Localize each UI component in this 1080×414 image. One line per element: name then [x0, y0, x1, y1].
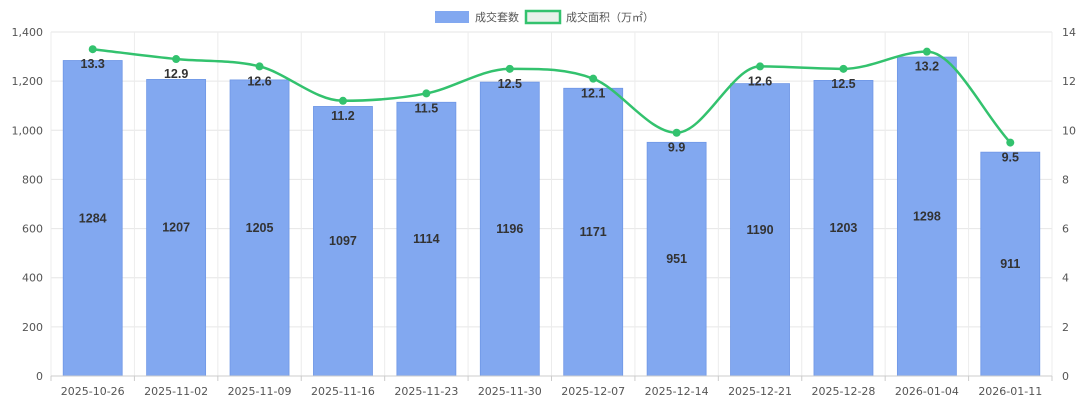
x-tick-label: 2026-01-04: [895, 385, 959, 398]
line-point: [922, 47, 931, 56]
bar: [313, 106, 373, 377]
line-point: [88, 45, 97, 54]
y-left-tick-label: 400: [22, 272, 43, 285]
bar-value-label: 1284: [79, 211, 107, 225]
line-point: [1006, 138, 1015, 147]
y-right-tick-label: 12: [1062, 75, 1076, 88]
y-left-tick-label: 1,400: [12, 26, 44, 39]
x-tick-label: 2025-11-16: [311, 385, 375, 398]
line-point: [255, 62, 264, 71]
x-tick-label: 2025-12-21: [728, 385, 792, 398]
bar-value-label: 1190: [746, 223, 773, 237]
data-labels: 1284 1207 1205 1097 1114 1196 1171 951 1190 1203 1…: [79, 57, 1021, 271]
axes: 0 200 400 600 800 1,000 1,200 1,400 0 2 4 6 8 10 12 14 2…: [12, 26, 1077, 398]
line-value-label: 12.6: [748, 74, 772, 88]
line-value-label: 13.2: [915, 60, 939, 74]
x-tick-label: 2025-12-28: [811, 385, 875, 398]
x-tick-label: 2025-11-09: [228, 385, 292, 398]
bar-value-label: 1298: [913, 210, 941, 224]
line-point: [172, 55, 181, 64]
line-value-label: 12.6: [247, 74, 271, 88]
y-left-tick-label: 800: [22, 173, 43, 186]
bar: [730, 83, 790, 377]
grid-lines: [50, 31, 1053, 377]
line-point: [338, 96, 347, 105]
x-tick-label: 2025-12-14: [645, 385, 709, 398]
line-value-label: 11.2: [331, 109, 355, 123]
bar: [396, 101, 457, 377]
bar-value-label: 1114: [413, 232, 439, 246]
bar-value-label: 911: [1000, 257, 1020, 271]
x-tick-label: 2026-01-11: [978, 385, 1042, 398]
bar-value-label: 1196: [496, 222, 523, 236]
legend-bar-label: 成交套数: [475, 10, 519, 24]
bar-series: [62, 56, 1041, 377]
line-value-label: 12.1: [581, 87, 605, 101]
line-value-label: 13.3: [81, 57, 105, 71]
legend-line-label: 成交面积（万㎡）: [566, 10, 654, 24]
legend: 成交套数 成交面积（万㎡）: [435, 9, 654, 25]
y-left-tick-label: 600: [22, 223, 43, 236]
line-value-label: 11.5: [415, 101, 439, 115]
line-point: [422, 89, 431, 98]
bar-value-label: 1203: [830, 221, 858, 235]
y-right-tick-label: 4: [1062, 272, 1069, 285]
line-series: [88, 45, 1015, 147]
y-right-tick-label: 6: [1062, 223, 1069, 236]
legend-bar-swatch: [435, 11, 469, 23]
bar-value-label: 1097: [329, 234, 357, 248]
bar: [813, 80, 874, 377]
bar: [62, 60, 123, 377]
bar: [563, 87, 624, 377]
x-tick-label: 2025-10-26: [61, 385, 125, 398]
y-right-tick-label: 8: [1062, 173, 1069, 186]
bar: [146, 79, 207, 377]
line-point: [839, 64, 848, 73]
y-right-tick-label: 14: [1062, 26, 1076, 39]
y-right-tick-label: 2: [1062, 321, 1069, 334]
line-point: [505, 64, 514, 73]
line-value-label: 12.5: [498, 77, 522, 91]
x-tick-label: 2025-11-23: [394, 385, 458, 398]
bar-value-label: 951: [666, 252, 687, 266]
bar: [980, 151, 1041, 377]
bar-value-label: 1207: [162, 221, 190, 235]
line-point: [589, 74, 598, 83]
y-left-tick-label: 0: [36, 370, 43, 383]
x-tick-label: 2025-11-02: [144, 385, 208, 398]
line-value-label: 9.5: [1002, 151, 1019, 165]
line-value-label: 12.5: [831, 77, 855, 91]
x-tick-label: 2025-12-07: [561, 385, 625, 398]
line-point: [672, 128, 681, 137]
y-right-tick-label: 10: [1062, 124, 1076, 137]
y-left-tick-label: 200: [22, 321, 43, 334]
bar-value-label: 1205: [246, 221, 274, 235]
bar: [229, 79, 290, 377]
line-value-label: 12.9: [164, 67, 188, 81]
legend-line-swatch: [524, 9, 562, 25]
y-left-tick-label: 1,000: [12, 124, 44, 137]
y-left-tick-label: 1,200: [12, 75, 44, 88]
y-right-tick-label: 0: [1062, 370, 1069, 383]
line-point: [756, 62, 765, 71]
bar: [646, 141, 707, 377]
bar-value-label: 1171: [580, 225, 607, 239]
bar: [896, 56, 957, 377]
line-value-label: 9.9: [668, 141, 685, 155]
x-tick-label: 2025-11-30: [478, 385, 542, 398]
